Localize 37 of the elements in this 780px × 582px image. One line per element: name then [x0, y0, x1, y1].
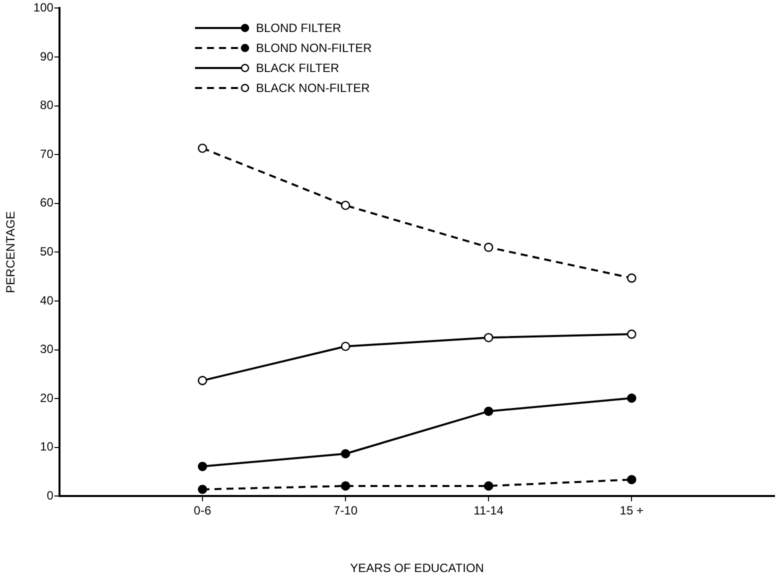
- legend-label: BLACK FILTER: [256, 61, 340, 75]
- y-tick-label: 50: [40, 244, 54, 259]
- point: [626, 474, 636, 484]
- y-tick-label: 60: [40, 196, 54, 210]
- point: [626, 330, 636, 339]
- point: [198, 462, 208, 472]
- point: [198, 484, 208, 494]
- y-tick-label: 90: [40, 49, 54, 64]
- x-tick-label: 0-6: [194, 504, 212, 518]
- y-tick-label: 100: [33, 0, 54, 15]
- point: [484, 332, 494, 342]
- point: [340, 481, 350, 491]
- point: [198, 376, 208, 386]
- x-tick-label: 7-10: [334, 504, 358, 518]
- point: [340, 449, 350, 458]
- point: [198, 144, 208, 153]
- legend-label: BLOND NON-FILTER: [256, 41, 372, 55]
- y-tick-label: 0: [46, 488, 54, 503]
- point: [484, 481, 494, 491]
- y-tick-label: 30: [40, 342, 54, 356]
- y-tick-label: 20: [40, 390, 54, 405]
- y-tick-label: 70: [40, 146, 54, 161]
- y-tick-label: 80: [40, 98, 54, 112]
- y-tick-label: 10: [40, 440, 54, 454]
- y-tick-label: 40: [40, 293, 54, 308]
- x-axis-title: YEARS OF EDUCATION: [350, 561, 484, 576]
- x-tick-label: 11-14: [474, 504, 504, 518]
- legend-label: BLOND FILTER: [256, 21, 342, 35]
- point: [484, 242, 494, 252]
- x-tick-label: 15 +: [620, 504, 644, 518]
- point: [626, 273, 636, 283]
- point: [484, 406, 494, 416]
- y-axis-title: PERCENTAGE: [4, 211, 18, 294]
- point: [340, 200, 350, 210]
- legend-label: BLACK NON-FILTER: [256, 81, 370, 95]
- point: [626, 393, 636, 403]
- point: [340, 342, 350, 352]
